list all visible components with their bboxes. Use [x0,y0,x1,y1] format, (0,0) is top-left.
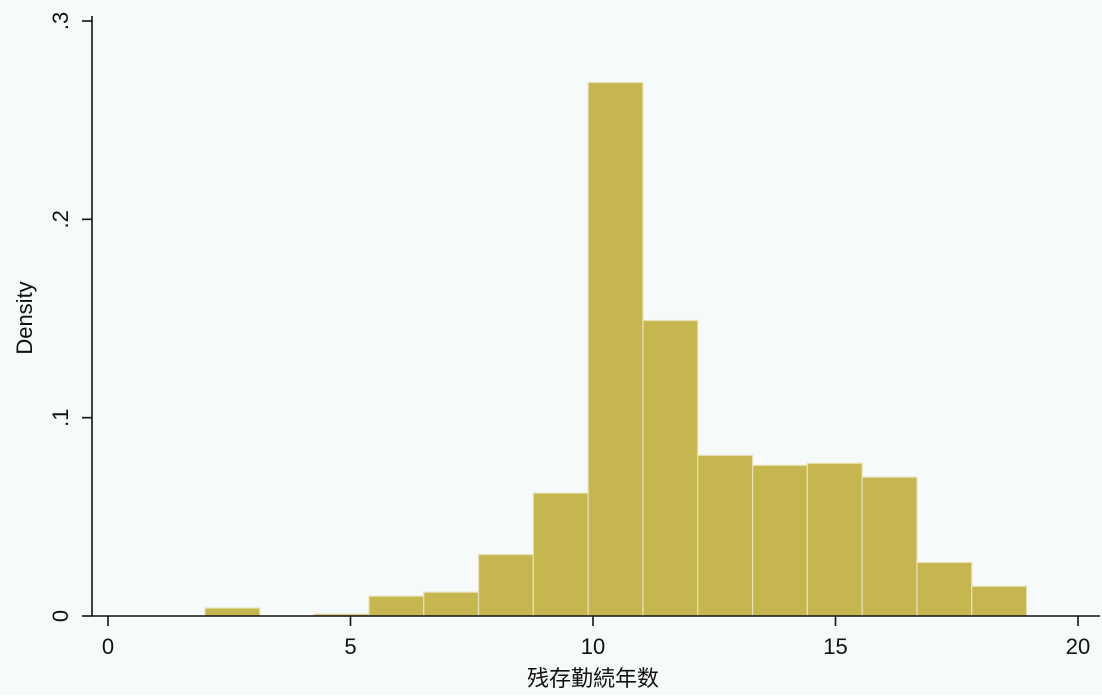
histogram-bar [751,464,808,617]
bars-layer [204,81,1028,617]
x-tick-label: 10 [581,634,605,659]
y-tick-label: 0 [48,610,73,622]
x-axis-label: 残存勤続年数 [527,666,659,691]
y-tick-label: .3 [48,12,73,30]
x-ticks: 0 5 10 15 20 [102,616,1090,659]
histogram-bar [204,607,261,617]
histogram-bar [532,492,589,617]
histogram-bar [642,319,699,617]
histogram-bar [916,561,973,617]
histogram-bar [806,462,863,617]
y-tick-label: .2 [48,210,73,228]
histogram-bar [587,81,644,617]
x-tick-label: 5 [344,634,356,659]
histogram-bar [861,476,918,617]
x-tick-label: 20 [1066,634,1090,659]
x-tick-label: 0 [102,634,114,659]
y-ticks: 0 .1 .2 .3 [48,12,92,622]
x-tick-label: 15 [823,634,847,659]
histogram-bar [368,595,425,617]
y-tick-label: .1 [48,408,73,426]
y-axis-label: Density [12,281,37,354]
histogram-bar [971,585,1028,617]
histogram-bar [477,553,534,617]
histogram-bar [423,591,480,617]
histogram-bar [697,454,754,617]
